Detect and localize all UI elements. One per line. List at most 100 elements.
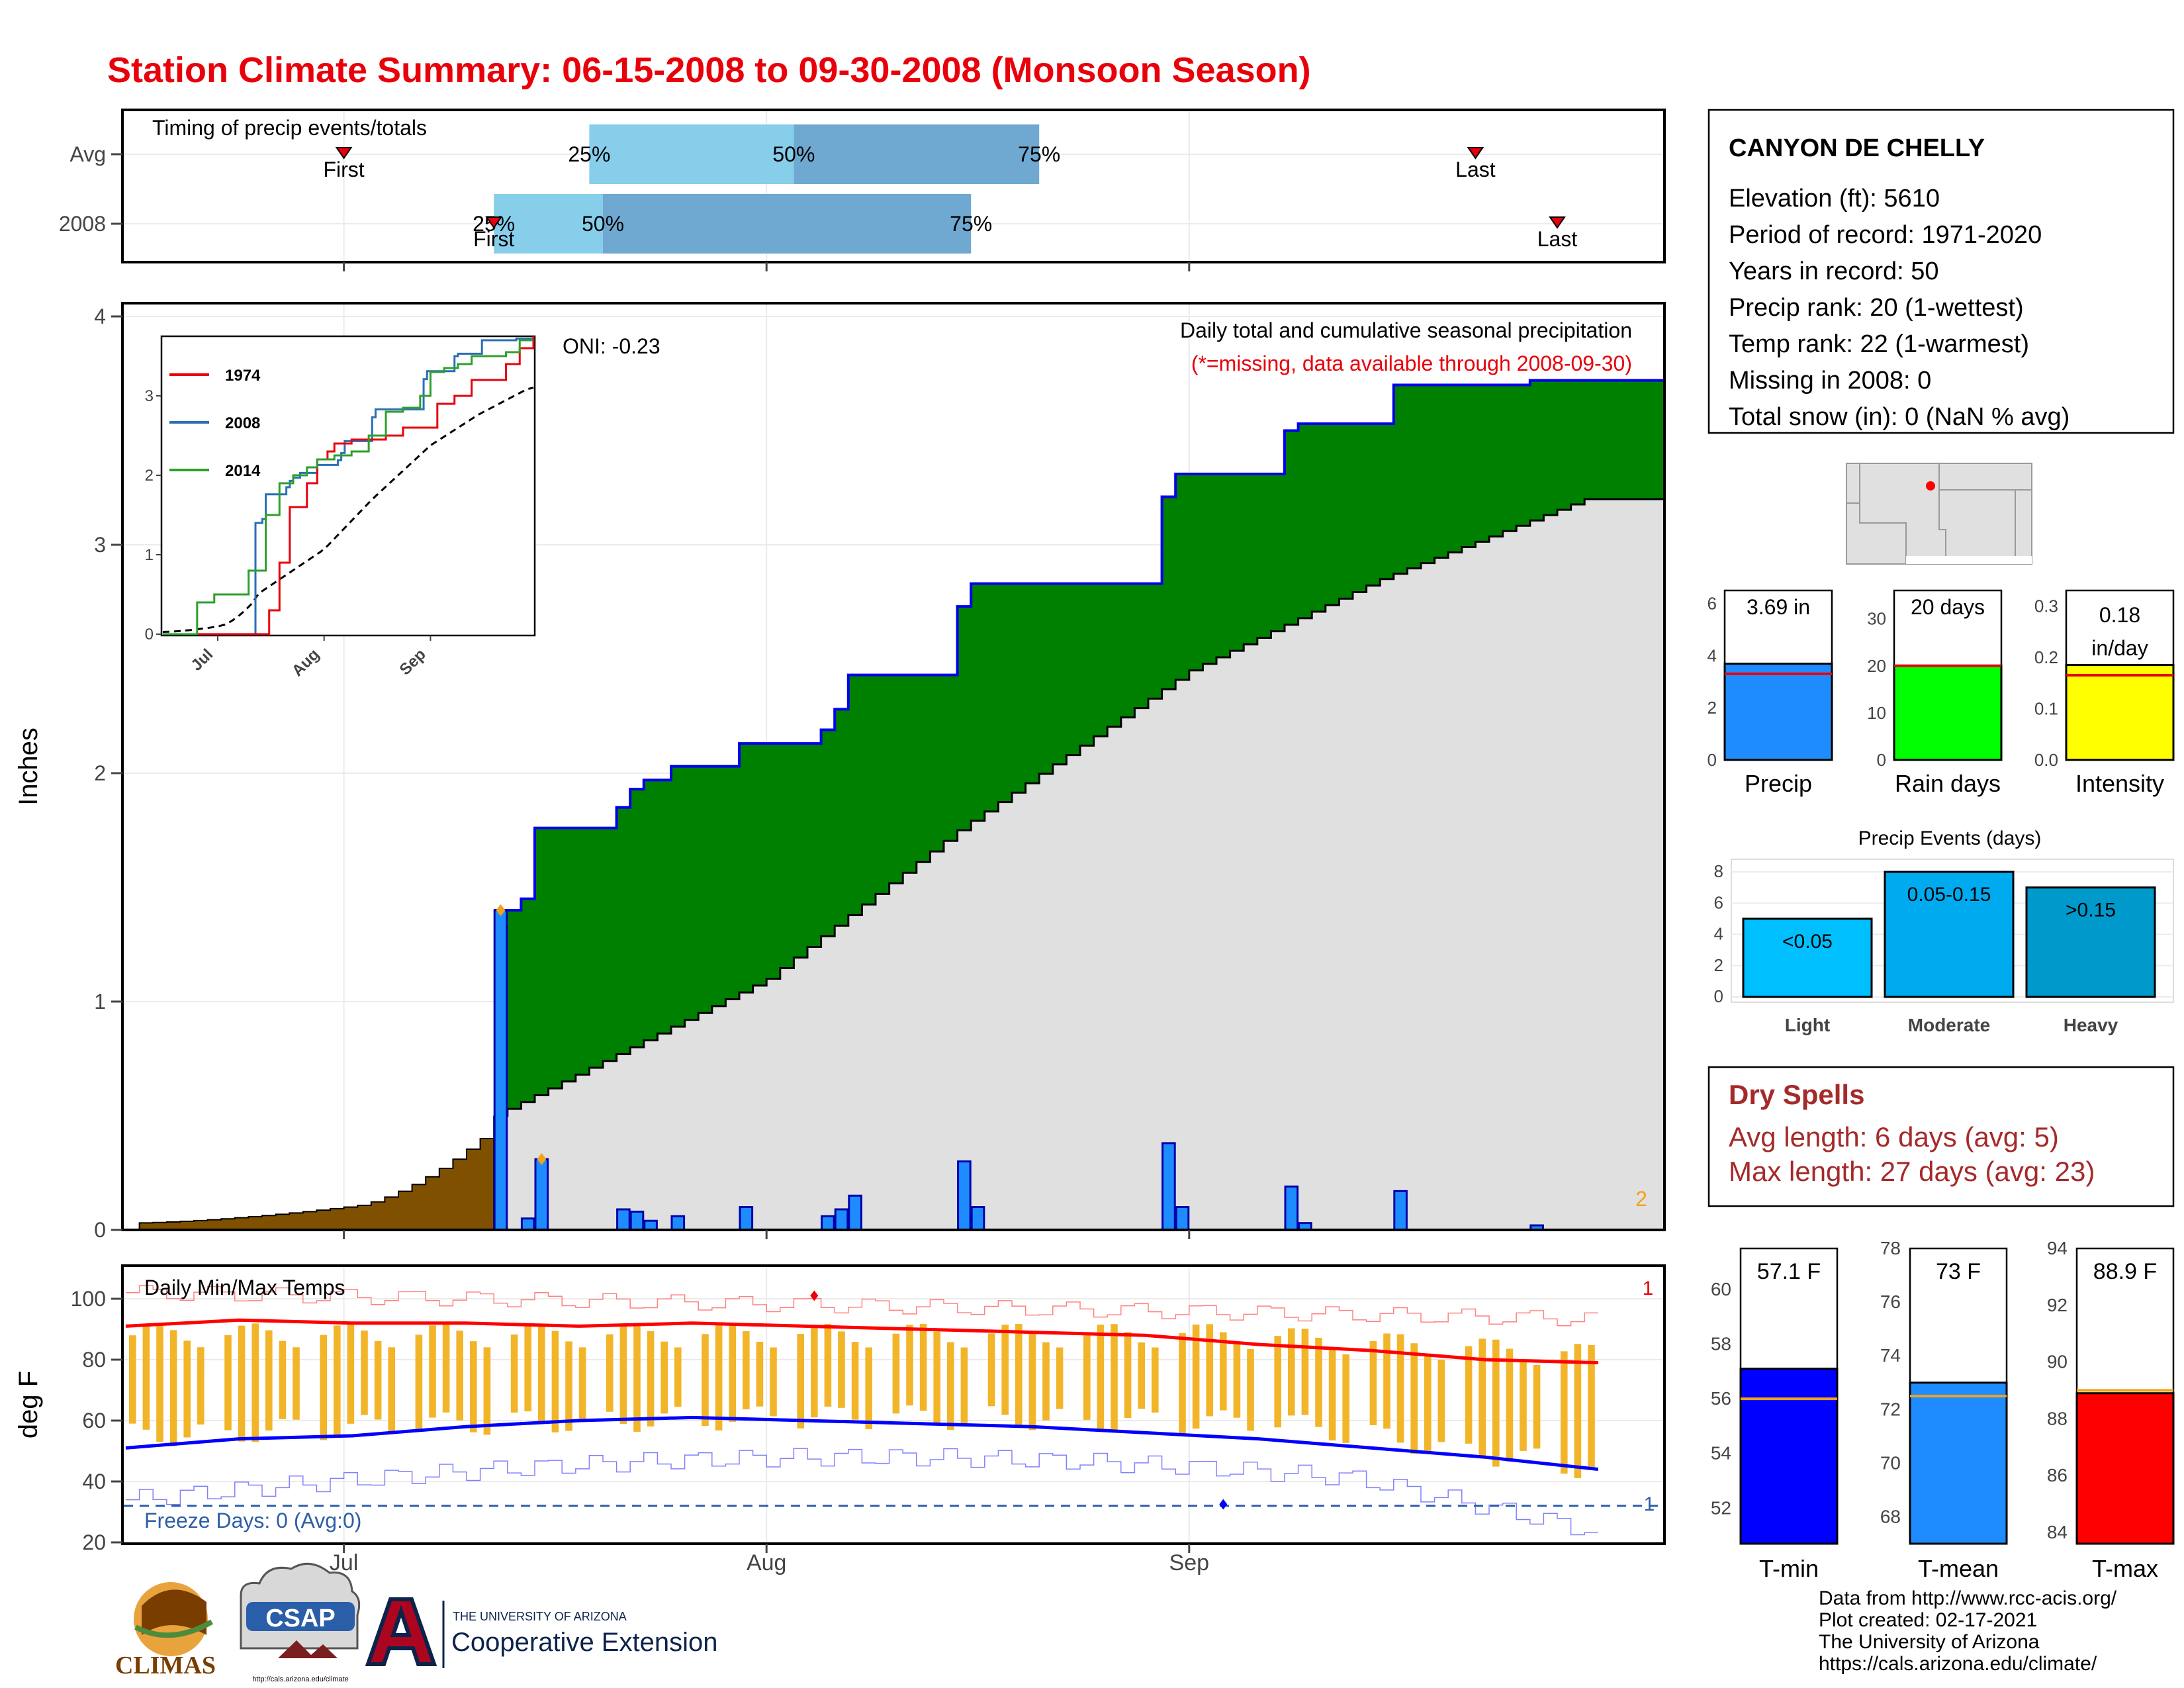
daily-precip-bar — [1284, 1185, 1299, 1231]
daily-temp-bar — [415, 1335, 423, 1431]
daily-temp-bar — [702, 1334, 709, 1427]
location-map — [1846, 463, 2032, 565]
precip-y-tick-label: 3 — [94, 533, 106, 557]
events-bar-label: <0.05 — [1782, 931, 1833, 953]
deficit-area — [138, 1115, 495, 1231]
daily-temp-bar — [619, 1325, 627, 1425]
daily-temp-bar — [1220, 1332, 1227, 1411]
temp-summary-tick-label: 74 — [1880, 1345, 1901, 1366]
inset-y-tick-label: 1 — [145, 546, 154, 564]
precip-y-tick-label: 0 — [94, 1218, 106, 1242]
daily-precip-bar — [493, 909, 508, 1231]
daily-temp-bar — [1152, 1347, 1159, 1413]
dry-spells-box: Dry Spells Avg length: 6 days (avg: 5) M… — [1707, 1066, 2175, 1207]
daily-temp-bar — [347, 1323, 355, 1424]
daily-temp-bar — [1574, 1344, 1582, 1478]
daily-temp-bar — [1396, 1334, 1404, 1443]
footer-line: https://cals.arizona.edu/climate/ — [1819, 1653, 2097, 1675]
daily-temp-bar — [1410, 1343, 1418, 1454]
summary-tick-label: 0.0 — [2034, 750, 2058, 770]
date-tick-label: Aug — [747, 1550, 787, 1575]
temp-summary-tick-label: 86 — [2047, 1465, 2068, 1485]
summary-tick-label: 0 — [1877, 750, 1886, 770]
temp-summary-tick-label: 94 — [2047, 1238, 2068, 1258]
daily-temp-bar — [1383, 1333, 1390, 1429]
climas-logo-text: CLIMAS — [115, 1652, 216, 1679]
timing-q75-label: 75% — [950, 212, 992, 236]
summary-tick-label: 6 — [1707, 594, 1717, 614]
summary-tick-label: 0.3 — [2034, 596, 2058, 616]
climas-logo: CLIMAS — [115, 1582, 216, 1679]
daily-precip-bar — [1175, 1206, 1190, 1231]
summary-tick-label: 0 — [1707, 750, 1717, 770]
daily-temp-bar — [483, 1347, 491, 1435]
station-info-line: Elevation (ft): 5610 — [1729, 185, 1940, 212]
daily-precip-bar — [957, 1160, 972, 1231]
daily-temp-bar — [1520, 1360, 1527, 1451]
events-tick-label: 6 — [1714, 892, 1723, 912]
freeze-days: Freeze Days: 0 (Avg:0) — [144, 1509, 361, 1532]
record-max-line — [126, 1285, 1598, 1327]
temperature-bars: 52 54 56 58 60 57.1 F T-min 68 70 72 74 76 78 73 F T-m… — [1711, 1238, 2175, 1582]
daily-temp-bar — [578, 1347, 586, 1419]
surplus-area — [494, 380, 1664, 1116]
footer-line: The University of Arizona — [1819, 1631, 2040, 1653]
events-tick-label: 8 — [1714, 861, 1723, 881]
daily-temp-bar — [1588, 1344, 1595, 1470]
footer-line: Plot created: 02-17-2021 — [1819, 1609, 2037, 1631]
inset-y-tick-label: 3 — [145, 387, 154, 405]
temp-title: Daily Min/Max Temps — [144, 1276, 345, 1299]
events-tick-label: 4 — [1714, 924, 1723, 944]
daily-temp-bar — [361, 1330, 368, 1415]
precip-events-chart: Precip Events (days) 0 2 4 6 8 <0.05 Light 0.05… — [1714, 827, 2174, 1035]
events-bar — [1884, 870, 2015, 998]
date-tick-label: Jul — [330, 1550, 358, 1575]
daily-temp-bar — [865, 1347, 872, 1430]
timing-row-label: Avg — [69, 142, 106, 166]
daily-temp-bar — [1315, 1337, 1322, 1427]
temp-summary-value: 73 F — [1936, 1259, 1981, 1284]
temp-summary-label: T-min — [1759, 1555, 1819, 1582]
temp-y-tick-label: 80 — [82, 1348, 106, 1372]
summary-tick-label: 0.2 — [2034, 647, 2058, 667]
daily-precip-bar — [970, 1206, 985, 1231]
daily-precip-bar — [1393, 1190, 1408, 1231]
daily-temp-bar — [743, 1331, 750, 1410]
temp-summary-tick-label: 58 — [1711, 1334, 1731, 1354]
temp-summary-tick-label: 84 — [2047, 1522, 2068, 1542]
inset-legend-label: 2014 — [225, 462, 261, 480]
daily-precip-bar — [520, 1217, 535, 1231]
temp-summary-tick-label: 88 — [2047, 1408, 2068, 1429]
daily-temp-bar — [1328, 1348, 1336, 1441]
daily-temp-bar — [729, 1323, 736, 1422]
temp-summary-tick-label: 54 — [1711, 1443, 1731, 1464]
footer-credits: Data from http://www.rcc-acis.org/Plot c… — [1819, 1587, 2117, 1675]
daily-temp-bar — [388, 1347, 395, 1432]
inset-legend-label: 1974 — [225, 367, 261, 385]
csap-url: http://cals.arizona.edu/climate — [252, 1675, 349, 1683]
precip-ylabel: Inches — [14, 727, 43, 806]
daily-temp-bar — [660, 1341, 668, 1414]
timing-last-marker-icon — [1467, 147, 1484, 160]
daily-temp-bar — [238, 1325, 246, 1442]
temp-panel: 20 40 60 80 100 deg F Daily Min/Max Temps Fr… — [14, 1264, 1666, 1554]
daily-temp-bar — [947, 1342, 954, 1430]
station-info-line: Total snow (in): 0 (NaN % avg) — [1729, 403, 2070, 431]
daily-temp-bar — [892, 1333, 900, 1414]
summary-bar — [1893, 665, 2003, 761]
timing-row-label: 2008 — [59, 212, 106, 236]
summary-value-text: 0.18 — [2099, 603, 2140, 627]
dry-avg-length: Avg length: 6 days (avg: 5) — [1729, 1121, 2059, 1152]
temp-summary-label: T-max — [2092, 1555, 2158, 1582]
daily-precip-bar — [629, 1210, 645, 1231]
timing-q25-label: 25% — [568, 142, 610, 166]
daily-temp-bar — [1342, 1354, 1349, 1443]
daily-temp-bar — [265, 1330, 273, 1431]
daily-temp-bar — [851, 1342, 859, 1420]
timing-q75-label: 75% — [1018, 142, 1060, 166]
timing-last-label: Last — [1455, 158, 1496, 181]
daily-precip-bar — [1161, 1142, 1176, 1231]
daily-temp-bar — [169, 1330, 177, 1446]
daily-temp-bar — [906, 1325, 913, 1406]
daily-temp-bar — [251, 1323, 259, 1442]
